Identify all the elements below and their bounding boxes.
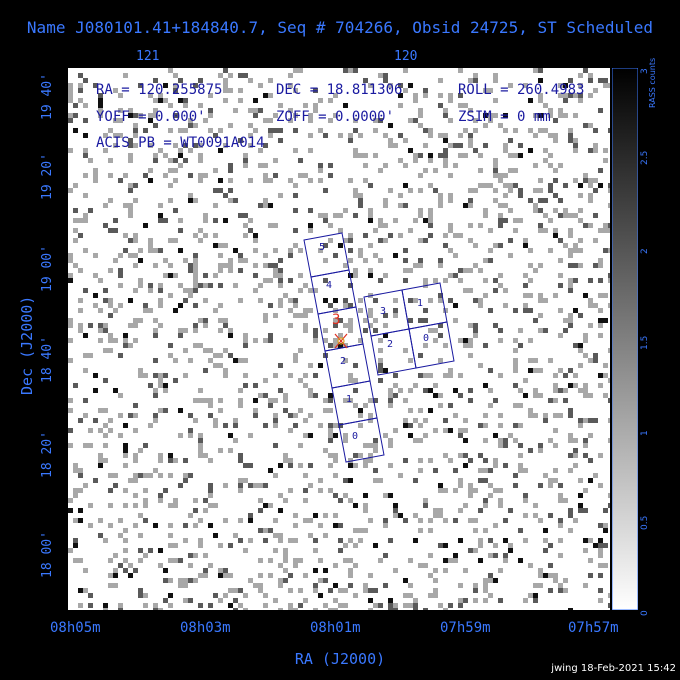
bottom-axis-tick-08h05m: 08h05m [50, 620, 101, 636]
colorbar-tick-2.5: 2.5 [640, 150, 650, 165]
chip-label-i2: 2 [387, 339, 393, 350]
timestamp: jwing 18-Feb-2021 15:42 [551, 663, 676, 674]
sky-image: 5 4 3 2 1 0 3 1 2 0 [68, 68, 613, 613]
chip-label-s4: 4 [326, 280, 332, 291]
target-marker-icon [334, 333, 348, 349]
left-axis-tick-1800: 18 00' [40, 531, 55, 578]
info-zoff: ZOFF = 0.0000' [276, 109, 395, 125]
chip-label-s5: 5 [319, 242, 325, 253]
colorbar-gradient [611, 67, 639, 611]
colorbar-tick-1.5: 1.5 [640, 335, 650, 350]
acis-i-array [363, 282, 455, 376]
colorbar-tick-0: 0 [640, 610, 650, 616]
acis-s-chip-0 [338, 417, 385, 463]
chip-label-s2: 2 [340, 356, 346, 367]
plot-title: Name J080101.41+184840.7, Seq # 704266, … [26, 18, 654, 37]
left-axis-tick-1820: 18 20' [40, 431, 55, 478]
chip-label-s0: 0 [352, 431, 358, 442]
info-zsim: ZSIM = 0 mm [458, 109, 551, 125]
left-axis-tick-1940: 19 40' [40, 73, 55, 120]
chip-label-s3: 3 [332, 312, 340, 328]
left-axis-tick-1840: 18 40' [40, 336, 55, 383]
bottom-axis-tick-07h59m: 07h59m [440, 620, 491, 636]
colorbar-title: RASS counts [648, 57, 657, 108]
chip-label-i0: 0 [423, 333, 429, 344]
top-axis-tick-121: 121 [136, 49, 160, 64]
top-axis-tick-120: 120 [394, 49, 418, 64]
colorbar-tick-1: 1 [640, 430, 650, 436]
info-yoff: YOFF = 0.000' [96, 109, 206, 125]
y-axis-label: Dec (J2000) [18, 295, 36, 395]
colorbar-tick-0.5: 0.5 [640, 515, 650, 530]
colorbar-tick-3: 3 [640, 68, 650, 74]
chip-label-s1: 1 [346, 394, 352, 405]
colorbar [611, 67, 639, 611]
x-axis-label: RA (J2000) [294, 650, 386, 668]
colorbar-tick-2: 2 [640, 248, 650, 254]
chip-label-i1: 1 [417, 298, 423, 309]
acis-i-chip-0 [408, 321, 455, 369]
bottom-axis-tick-08h01m: 08h01m [310, 620, 361, 636]
info-ra: RA = 120.255875 [96, 82, 223, 98]
bottom-axis-tick-08h03m: 08h03m [180, 620, 231, 636]
acis-s-array [303, 232, 385, 463]
rass-noise-pixels [68, 68, 613, 613]
info-acis: ACIS PB = WT0091A014 [96, 135, 265, 151]
left-axis-tick-1920: 19 20' [40, 153, 55, 200]
info-dec: DEC = 18.811306 [276, 82, 403, 98]
bottom-axis-tick-07h57m: 07h57m [568, 620, 619, 636]
chip-label-i3: 3 [380, 306, 386, 317]
left-axis-tick-1900: 19 00' [40, 245, 55, 292]
info-roll: ROLL = 260.4983 [458, 82, 585, 98]
